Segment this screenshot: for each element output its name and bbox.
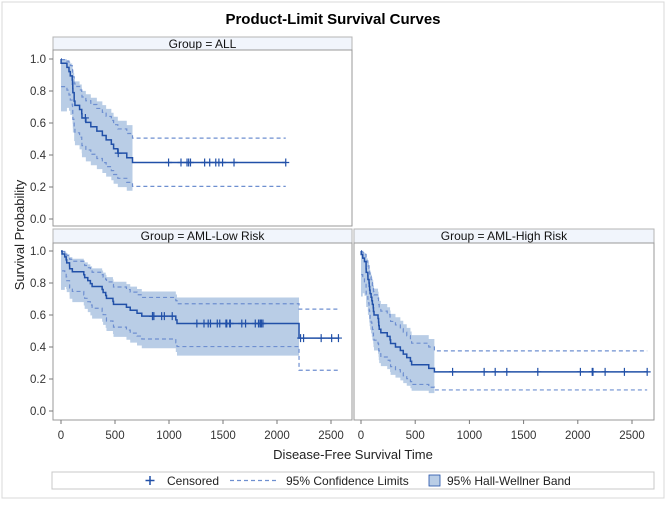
legend-item-confidence-limits: 95% Confidence Limits [230, 474, 409, 488]
x-tick-label: 2000 [264, 430, 290, 442]
legend-label: Censored [167, 474, 219, 488]
panel-3: Group = AML-High Risk 0 500 1000 1500 2000 250… [353, 228, 655, 442]
censored-marker [620, 367, 628, 376]
censored-marker [219, 158, 227, 167]
censored-marker [168, 312, 176, 321]
y-tick-label: 0.4 [30, 150, 47, 162]
plot-area [61, 250, 342, 382]
panel-2: Group = AML-Low Risk 0.0 0.2 0.4 0.6 0.8 1.0 0 5… [30, 228, 353, 442]
censored-marker [216, 319, 224, 328]
censored-marker [186, 158, 194, 167]
censored-marker [449, 367, 457, 376]
panel-border [52, 49, 353, 227]
x-tick-label: 1000 [156, 430, 182, 442]
censored-marker [491, 367, 499, 376]
x-tick-label: 1500 [511, 430, 537, 442]
censored-marker [576, 367, 584, 376]
chart-title: Product-Limit Survival Curves [225, 11, 440, 28]
x-tick-label: 0 [58, 430, 64, 442]
y-tick-label: 0.8 [30, 278, 46, 290]
plot-area [360, 250, 651, 396]
y-tick-label: 0.6 [30, 310, 46, 322]
censored-marker [259, 319, 267, 328]
plot-area [60, 58, 290, 195]
censored-marker [643, 367, 651, 376]
x-tick-label: 0 [358, 430, 364, 442]
panel-header-label: Group = AML-High Risk [441, 229, 568, 243]
survival-curve [60, 58, 286, 164]
x-axis-label: Disease-Free Survival Time [273, 447, 433, 462]
censored-marker [114, 149, 122, 158]
hall-wellner-band [61, 251, 300, 382]
panel-header-label: Group = AML-Low Risk [141, 229, 266, 243]
legend-item-censored: Censored [145, 474, 219, 488]
y-tick-label: 1.0 [30, 246, 46, 258]
survival-curve [360, 250, 648, 373]
x-tick-label: 2500 [619, 430, 645, 442]
censored-marker [503, 367, 511, 376]
censored-marker [177, 158, 185, 167]
x-tick-label: 1500 [210, 430, 236, 442]
upper-confidence-limit [361, 250, 648, 352]
upper-confidence-limit [62, 250, 339, 310]
y-tick-label: 0.6 [30, 118, 46, 130]
censored-marker [165, 158, 173, 167]
lower-confidence-limit [361, 273, 648, 391]
censored-marker [601, 367, 609, 376]
legend-item-hw-band: 95% Hall-Wellner Band [428, 474, 571, 488]
hall-wellner-band [361, 251, 435, 396]
censored-marker [300, 334, 308, 343]
y-tick-label: 0.4 [30, 342, 47, 354]
legend-label: 95% Hall-Wellner Band [447, 474, 571, 488]
y-axis-label: Survival Probability [12, 179, 27, 290]
censored-marker [150, 312, 158, 321]
panel-1: Group = ALL 0.0 0.2 0.4 0.6 0.8 1.0 [30, 36, 353, 227]
legend: Censored 95% Confidence Limits 95% Hall-… [51, 471, 655, 490]
censored-marker [230, 158, 238, 167]
censored-plus-icon [145, 476, 155, 485]
censored-marker [206, 158, 214, 167]
survival-curve [61, 250, 339, 339]
upper-confidence-limit [61, 58, 286, 139]
censored-marker [317, 334, 325, 343]
censored-marker [242, 319, 250, 328]
y-tick-label: 0.0 [30, 214, 46, 226]
censored-marker [81, 113, 89, 122]
panel-border [353, 242, 655, 421]
y-tick-label: 0.0 [30, 406, 46, 418]
x-tick-label: 500 [406, 430, 425, 442]
y-tick-label: 0.8 [30, 86, 46, 98]
censored-marker [206, 319, 214, 328]
x-tick-label: 500 [105, 430, 124, 442]
censored-marker [589, 367, 597, 376]
censored-marker [334, 334, 342, 343]
x-tick-label: 1000 [457, 430, 483, 442]
x-tick-label: 2500 [318, 430, 344, 442]
y-tick-label: 0.2 [30, 374, 46, 386]
censored-marker [160, 312, 168, 321]
legend-box [51, 471, 655, 490]
censored-marker [328, 334, 336, 343]
band-swatch-icon [428, 474, 441, 487]
y-tick-label: 0.2 [30, 182, 46, 194]
censored-marker [193, 319, 201, 328]
x-tick-label: 2000 [565, 430, 591, 442]
censored-marker [226, 319, 234, 328]
legend-label: 95% Confidence Limits [286, 474, 409, 488]
y-tick-label: 1.0 [30, 54, 46, 66]
censored-marker [480, 367, 488, 376]
panel-header-label: Group = ALL [169, 37, 237, 51]
censored-marker [534, 367, 542, 376]
panel-border [52, 242, 353, 421]
censored-marker [282, 158, 290, 167]
